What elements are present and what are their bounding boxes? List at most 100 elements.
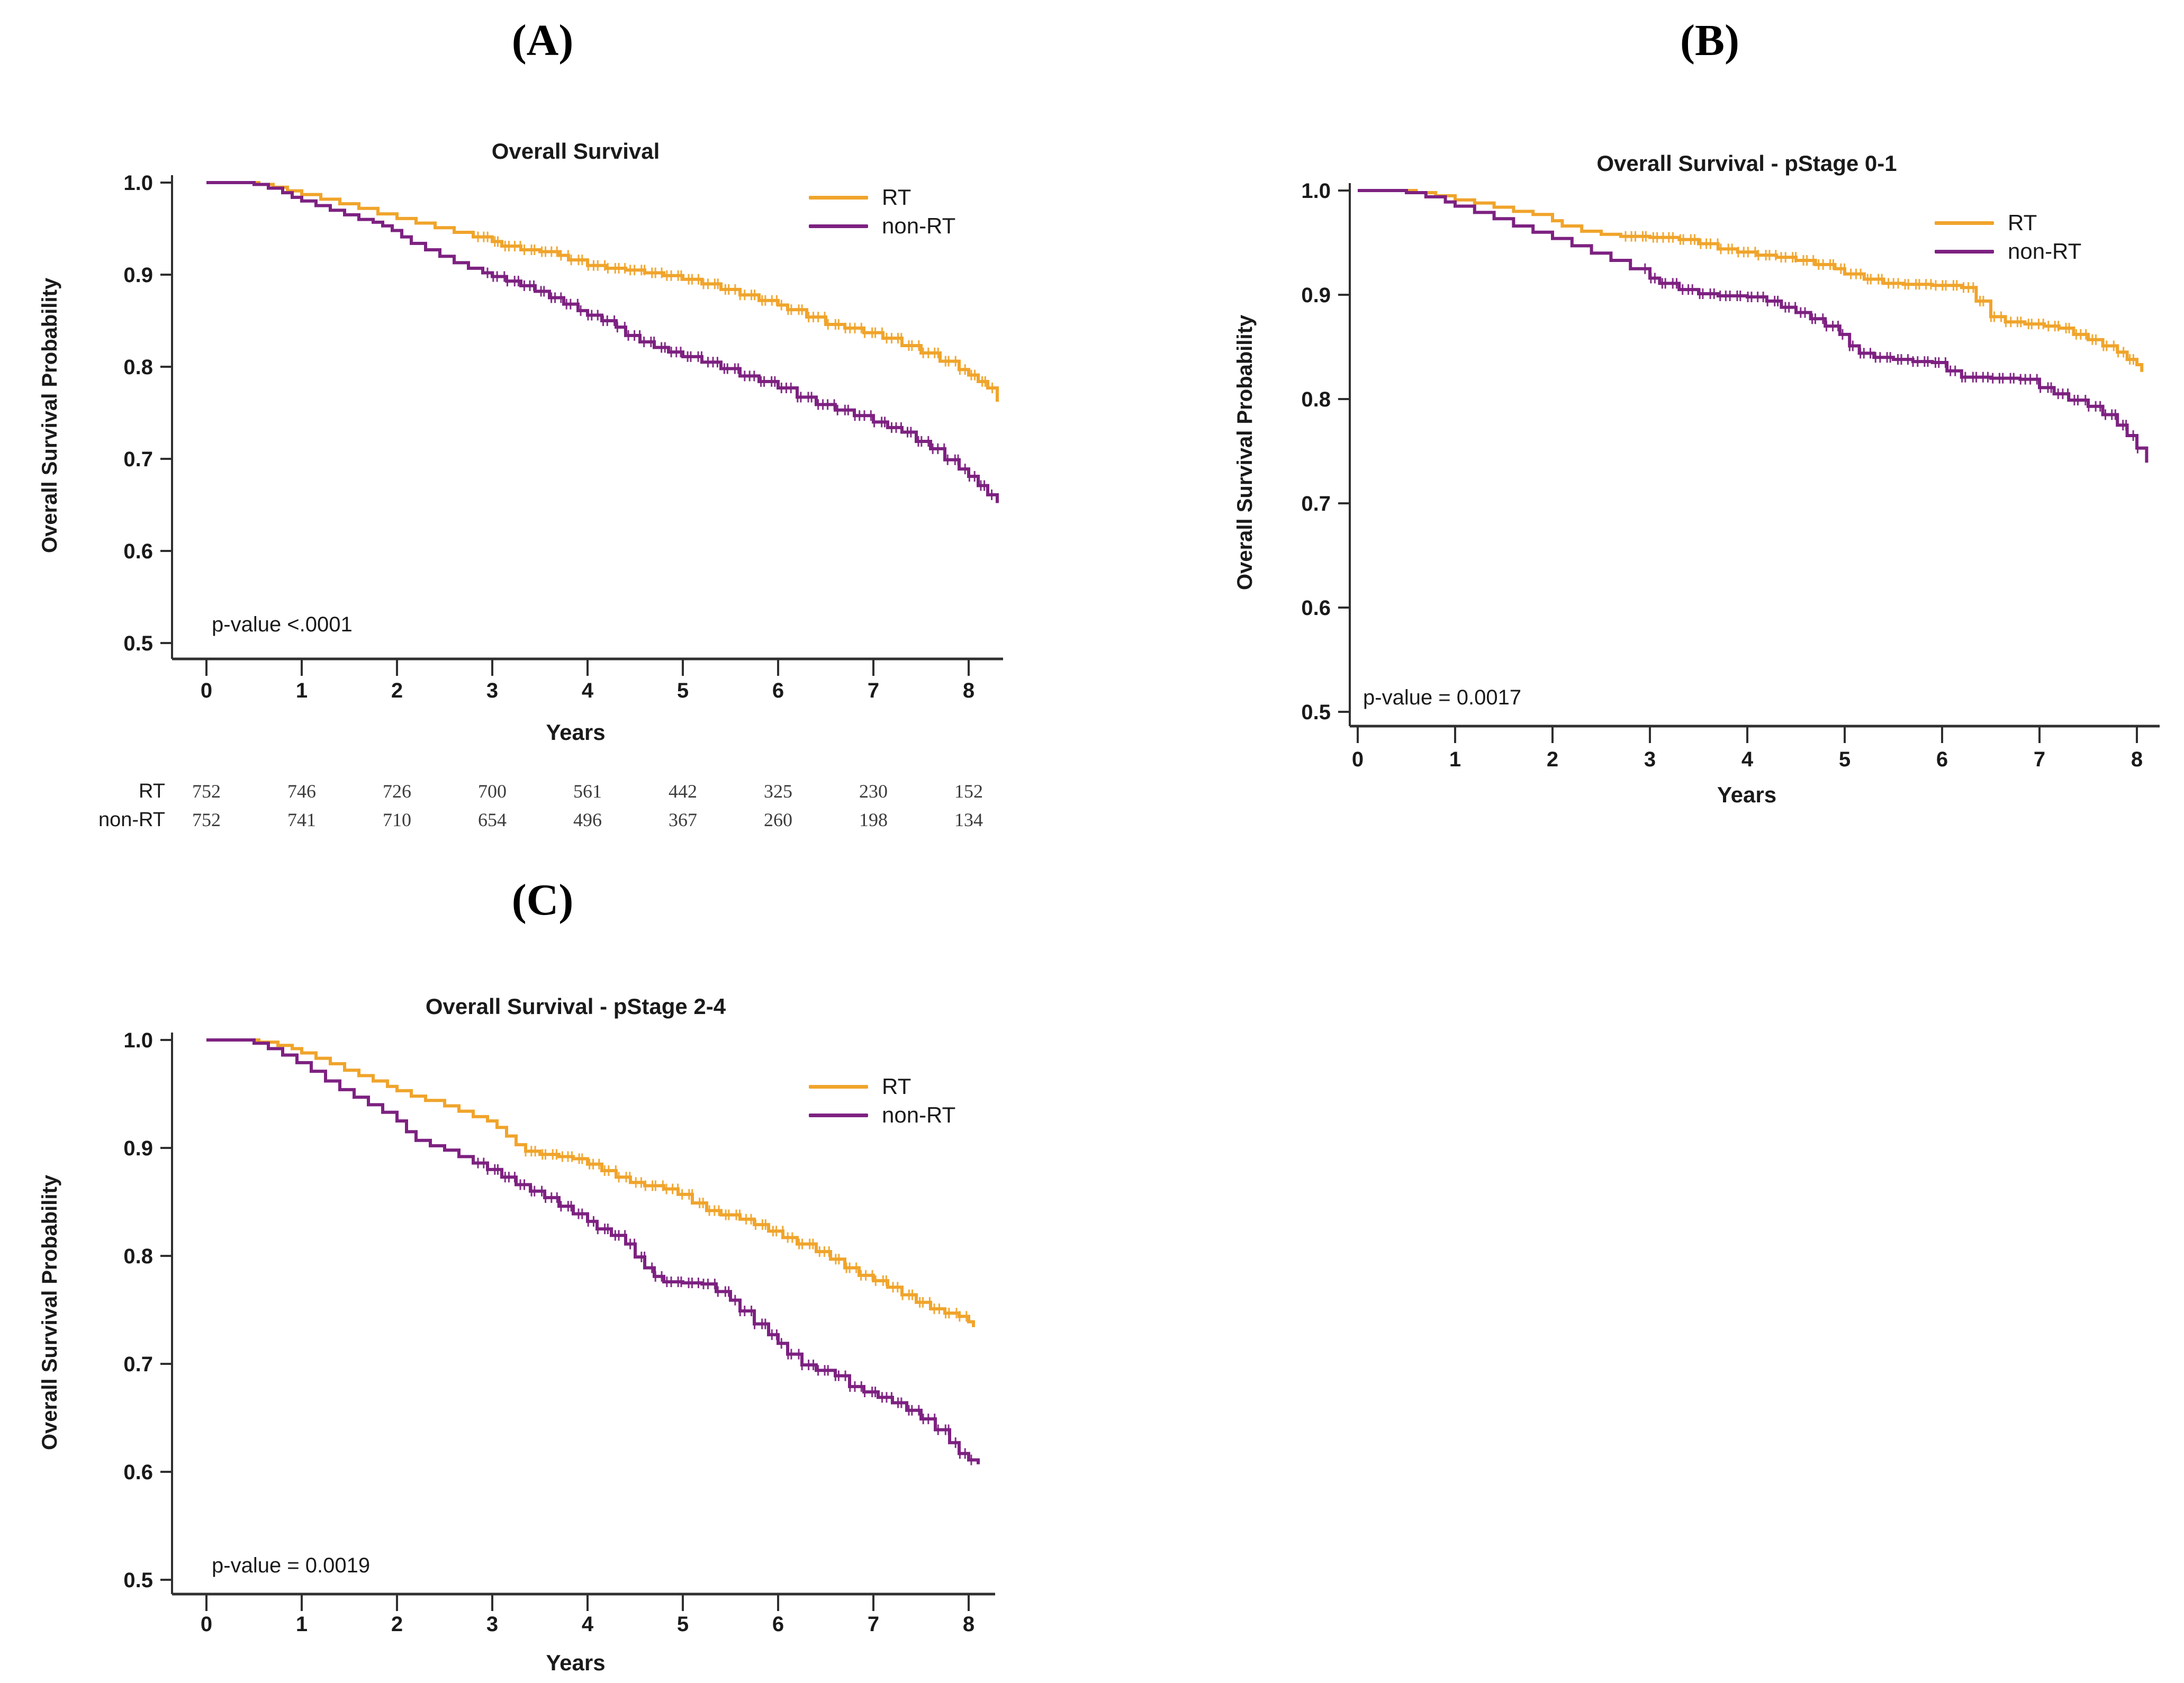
at-risk-count: 134 — [954, 809, 983, 830]
at-risk-count: 152 — [954, 781, 983, 802]
at-risk-count: 726 — [383, 781, 411, 802]
y-tick-label: 1.0 — [1301, 179, 1331, 203]
x-tick-label: 6 — [1936, 748, 1948, 771]
censor-ticks-rt — [477, 231, 994, 394]
y-tick-label: 0.8 — [123, 356, 153, 379]
y-tick-label: 0.6 — [1301, 596, 1331, 620]
kaplan-meier-curve-rt — [206, 1038, 975, 1327]
x-tick-label: 2 — [1547, 748, 1558, 771]
y-tick-label: 0.6 — [123, 540, 153, 563]
y-tick-label: 0.8 — [123, 1245, 153, 1268]
panel-a-title: Overall Survival — [491, 139, 660, 164]
panel-b-title: Overall Survival - pStage 0-1 — [1596, 151, 1897, 176]
legend-label-rt: RT — [882, 1074, 911, 1099]
y-tick-label: 0.7 — [123, 448, 153, 471]
y-tick-label: 0.7 — [1301, 492, 1331, 515]
y-tick-label: 1.0 — [123, 1029, 153, 1052]
x-tick-label: 0 — [201, 679, 212, 702]
at-risk-count: 700 — [478, 781, 507, 802]
at-risk-count: 752 — [192, 781, 221, 802]
panel-c-pvalue: p-value = 0.0019 — [212, 1554, 371, 1577]
rt-line-swatch-icon — [809, 1084, 868, 1089]
y-tick-label: 0.8 — [1301, 388, 1331, 411]
at-risk-count: 752 — [192, 809, 221, 830]
censor-ticks-non-rt — [486, 267, 993, 500]
x-tick-label: 8 — [963, 679, 974, 702]
y-tick-label: 0.5 — [123, 1569, 153, 1592]
non-rt-line-swatch-icon — [809, 1113, 868, 1117]
panel-b-legend: RT non-RT — [1935, 209, 2081, 266]
x-tick-label: 7 — [2034, 748, 2045, 771]
x-tick-label: 4 — [1741, 748, 1754, 771]
censor-ticks-non-rt — [477, 1157, 972, 1465]
panel-a-label: (A) — [511, 16, 574, 65]
y-tick-label: 0.9 — [123, 264, 153, 287]
panel-a-plot: 1.0 0.9 0.8 0.7 0.6 0.5 0 1 2 3 4 5 6 7 8 — [123, 171, 1003, 702]
legend-label-rt: RT — [2008, 210, 2037, 235]
at-risk-count: 260 — [764, 809, 792, 830]
censor-ticks-rt — [525, 1146, 968, 1322]
x-tick-label: 2 — [391, 1613, 403, 1636]
x-tick-label: 8 — [2131, 748, 2143, 771]
panel-a-y-axis-label: Overall Survival Probability — [38, 277, 61, 554]
legend-label-non-rt: non-RT — [882, 213, 956, 238]
panel-c-plot: 1.0 0.9 0.8 0.7 0.6 0.5 0 1 2 3 4 5 6 7 8 — [123, 1029, 995, 1636]
panel-c-y-axis-label: Overall Survival Probability — [38, 1174, 61, 1451]
non-rt-line-swatch-icon — [809, 224, 868, 228]
x-tick-label: 0 — [201, 1613, 212, 1636]
censor-ticks-non-rt — [1644, 263, 2138, 454]
y-tick-label: 1.0 — [123, 171, 153, 195]
kaplan-meier-curve-rt — [1358, 189, 2144, 372]
panel-b-y-axis-label: Overall Survival Probability — [1233, 314, 1257, 591]
y-tick-label: 0.6 — [123, 1461, 153, 1484]
at-risk-count: 654 — [478, 809, 507, 830]
non-rt-line-swatch-icon — [1935, 249, 1994, 254]
x-tick-label: 5 — [1839, 748, 1851, 771]
at-risk-count: 198 — [859, 809, 888, 830]
at-risk-count: 561 — [573, 781, 602, 802]
y-tick-label: 0.5 — [1301, 701, 1331, 724]
panel-b-x-axis-label: Years — [1717, 782, 1777, 807]
x-tick-label: 1 — [296, 679, 308, 702]
panel-c-title: Overall Survival - pStage 2-4 — [425, 994, 726, 1019]
x-tick-label: 2 — [391, 679, 403, 702]
x-tick-label: 3 — [486, 679, 498, 702]
at-risk-count: 741 — [287, 809, 316, 830]
at-risk-count: 230 — [859, 781, 888, 802]
legend-item-rt: RT — [809, 183, 955, 212]
panel-c-x-axis-label: Years — [546, 1650, 606, 1675]
x-tick-label: 6 — [772, 679, 784, 702]
rt-line-swatch-icon — [1935, 221, 1994, 225]
at-risk-count: 496 — [573, 809, 602, 830]
panel-a-legend: RT non-RT — [809, 183, 955, 240]
y-tick-label: 0.5 — [123, 632, 153, 655]
x-tick-label: 8 — [963, 1613, 974, 1636]
censor-ticks-rt — [1625, 231, 2134, 365]
at-risk-count: 325 — [764, 781, 792, 802]
x-tick-label: 1 — [296, 1613, 308, 1636]
at-risk-row-label-non-rt: non-RT — [98, 809, 165, 831]
x-tick-label: 7 — [868, 1613, 879, 1636]
x-tick-label: 1 — [1449, 748, 1461, 771]
at-risk-count: 710 — [383, 809, 411, 830]
legend-item-non-rt: non-RT — [809, 212, 955, 240]
panel-b-plot: 1.0 0.9 0.8 0.7 0.6 0.5 0 1 2 3 4 5 6 7 8 — [1301, 179, 2160, 771]
x-tick-label: 5 — [677, 679, 689, 702]
panel-a-pvalue: p-value <.0001 — [212, 613, 353, 636]
at-risk-count: 442 — [669, 781, 697, 802]
legend-label-rt: RT — [882, 185, 911, 210]
panel-b-label: (B) — [1680, 16, 1739, 65]
legend-item-non-rt: non-RT — [1935, 237, 2081, 266]
x-tick-label: 6 — [772, 1613, 784, 1636]
x-tick-label: 3 — [486, 1613, 498, 1636]
x-tick-label: 4 — [582, 679, 594, 702]
y-tick-label: 0.7 — [123, 1353, 153, 1376]
legend-label-non-rt: non-RT — [882, 1102, 956, 1127]
x-tick-label: 5 — [677, 1613, 689, 1636]
y-tick-label: 0.9 — [123, 1137, 153, 1160]
x-tick-label: 4 — [582, 1613, 594, 1636]
rt-line-swatch-icon — [809, 195, 868, 200]
y-tick-label: 0.9 — [1301, 284, 1331, 307]
legend-item-rt: RT — [809, 1072, 955, 1101]
